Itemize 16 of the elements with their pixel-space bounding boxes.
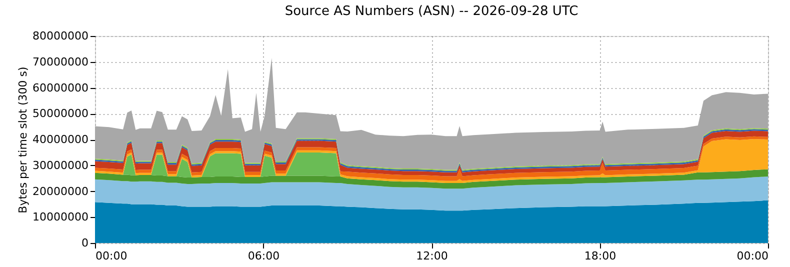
chart-title: Source AS Numbers (ASN) -- 2026-09-28 UTC xyxy=(284,4,578,19)
y-tick-label: 40000000 xyxy=(32,133,88,146)
x-tick-label: 00:00 xyxy=(96,250,128,262)
x-tick-label: 12:00 xyxy=(416,250,448,262)
y-tick-label: 20000000 xyxy=(32,184,88,198)
x-tick-label: 00:00 xyxy=(736,250,768,262)
y-tick-label: 80000000 xyxy=(32,30,88,42)
y-tick-label: 70000000 xyxy=(32,55,88,68)
x-tick-label: 06:00 xyxy=(248,250,280,262)
y-tick-label: 10000000 xyxy=(32,210,88,224)
y-tick-label: 30000000 xyxy=(32,158,88,172)
y-tick-label: 50000000 xyxy=(32,107,88,120)
y-axis-title: Bytes per time slot (300 s) xyxy=(16,66,30,214)
x-tick-label: 18:00 xyxy=(584,250,616,262)
y-tick-label: 60000000 xyxy=(32,81,88,94)
y-tick-label: 0 xyxy=(82,236,88,250)
